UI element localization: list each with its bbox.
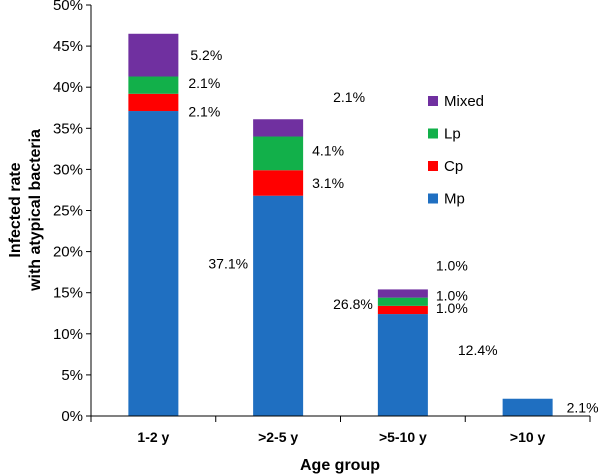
x-axis-categories: 1-2 y >2-5 y >5-10 y >10 y — [90, 416, 591, 445]
x-category-label: >10 y — [510, 429, 546, 445]
data-label: 2.1% — [567, 399, 599, 415]
y-tick-label: 5% — [61, 367, 83, 384]
bars — [128, 33, 553, 417]
y-tick-label: 25% — [53, 203, 83, 220]
bar-segment-cp — [377, 305, 428, 315]
data-label: 2.1% — [188, 103, 220, 119]
legend-label-cp: Cp — [444, 158, 463, 175]
legend-swatch-mp — [428, 193, 438, 204]
data-label: 3.1% — [312, 175, 344, 191]
y-tick-label: 30% — [53, 161, 83, 178]
bar-segment-mixed — [377, 289, 428, 298]
legend-swatch-cp — [428, 161, 438, 171]
data-labels: 37.1% 2.1% 2.1% 5.2% 26.8% 3.1% 4.1% 2.1% 12.4% 1… — [188, 47, 598, 415]
data-label: 1.0% — [436, 288, 468, 304]
x-category-label: >2-5 y — [258, 429, 298, 445]
data-label: 5.2% — [190, 47, 222, 63]
y-tick-label: 10% — [53, 326, 83, 343]
y-tick-label: 40% — [53, 79, 83, 96]
data-label: 26.8% — [333, 296, 373, 312]
data-label: 2.1% — [188, 75, 220, 91]
y-tick-label: 20% — [53, 244, 83, 261]
data-label: 1.0% — [436, 258, 468, 274]
y-tick-label: 15% — [53, 285, 83, 302]
y-axis-title-line-1: Infected rate — [7, 162, 24, 257]
legend-swatch-lp — [428, 128, 438, 139]
legend-swatch-mixed — [428, 96, 438, 106]
y-tick-label: 45% — [53, 38, 83, 55]
bar-segment-mp — [253, 195, 304, 416]
x-axis-title: Age group — [300, 457, 380, 474]
bar-segment-mixed — [128, 33, 179, 77]
bar-segment-cp — [253, 170, 304, 196]
bar-segment-mp — [502, 398, 553, 416]
x-category-label: >5-10 y — [379, 429, 427, 445]
data-label: 4.1% — [312, 142, 344, 158]
y-tick-label: 0% — [61, 408, 83, 425]
y-tick-label: 35% — [53, 120, 83, 137]
bar-segment-lp — [253, 136, 304, 171]
bar-segment-mp — [128, 111, 179, 417]
data-label: 12.4% — [458, 342, 498, 358]
data-label: 1.0% — [436, 300, 468, 316]
y-axis-title-line-2: with atypical bacteria — [27, 129, 44, 292]
legend-label-lp: Lp — [444, 126, 461, 143]
bar-segment-cp — [128, 93, 179, 112]
x-category-label: 1-2 y — [137, 429, 169, 445]
data-label: 2.1% — [333, 89, 365, 105]
data-label: 37.1% — [208, 256, 248, 272]
legend-label-mixed: Mixed — [444, 93, 484, 110]
legend-label-mp: Mp — [444, 191, 465, 208]
y-axis-ticks: 0% 5% 10% 15% 20% 25% 30% 35% 40% 45% 50% — [53, 0, 91, 425]
bar-segment-lp — [128, 76, 179, 94]
bar-segment-mp — [377, 314, 428, 416]
bar-segment-mixed — [253, 119, 304, 137]
bar-segment-lp — [377, 297, 428, 306]
legend: Mixed Lp Cp Mp — [428, 93, 484, 208]
y-tick-label: 50% — [53, 0, 83, 14]
